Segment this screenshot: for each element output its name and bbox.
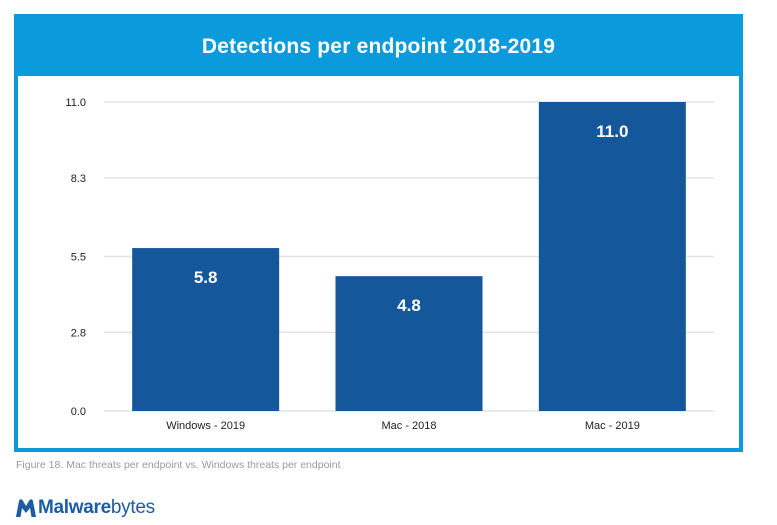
x-tick-label: Mac - 2018 [381,420,436,432]
chart-frame: Detections per endpoint 2018-2019 0.0 2.8… [14,14,743,452]
y-tick-label: 11.0 [65,97,86,109]
brand-name-bold: Malware [38,497,111,518]
y-tick-label: 8.3 [71,173,86,185]
figure-caption: Figure 18. Mac threats per endpoint vs. … [16,459,341,471]
bar [538,102,686,411]
bar-chart: 0.0 2.8 5.5 8.3 11.0 5.8 Windows - 2019 4.8 Mac … [65,97,714,432]
y-tick-label: 0.0 [71,406,86,418]
x-tick-label: Mac - 2019 [585,420,640,432]
bar [132,248,280,411]
malwarebytes-logo: Malwarebytes [15,497,155,519]
data-label: 5.8 [194,268,218,287]
y-tick-label: 5.5 [71,252,86,264]
x-tick-label: Windows - 2019 [166,420,245,432]
chart-title: Detections per endpoint 2018-2019 [18,18,739,76]
malwarebytes-m-icon [16,499,36,517]
y-tick-label: 2.8 [71,327,86,339]
data-label: 11.0 [596,122,628,141]
data-label: 4.8 [397,296,421,315]
bar [335,276,483,411]
brand-name-regular: bytes [110,497,155,518]
